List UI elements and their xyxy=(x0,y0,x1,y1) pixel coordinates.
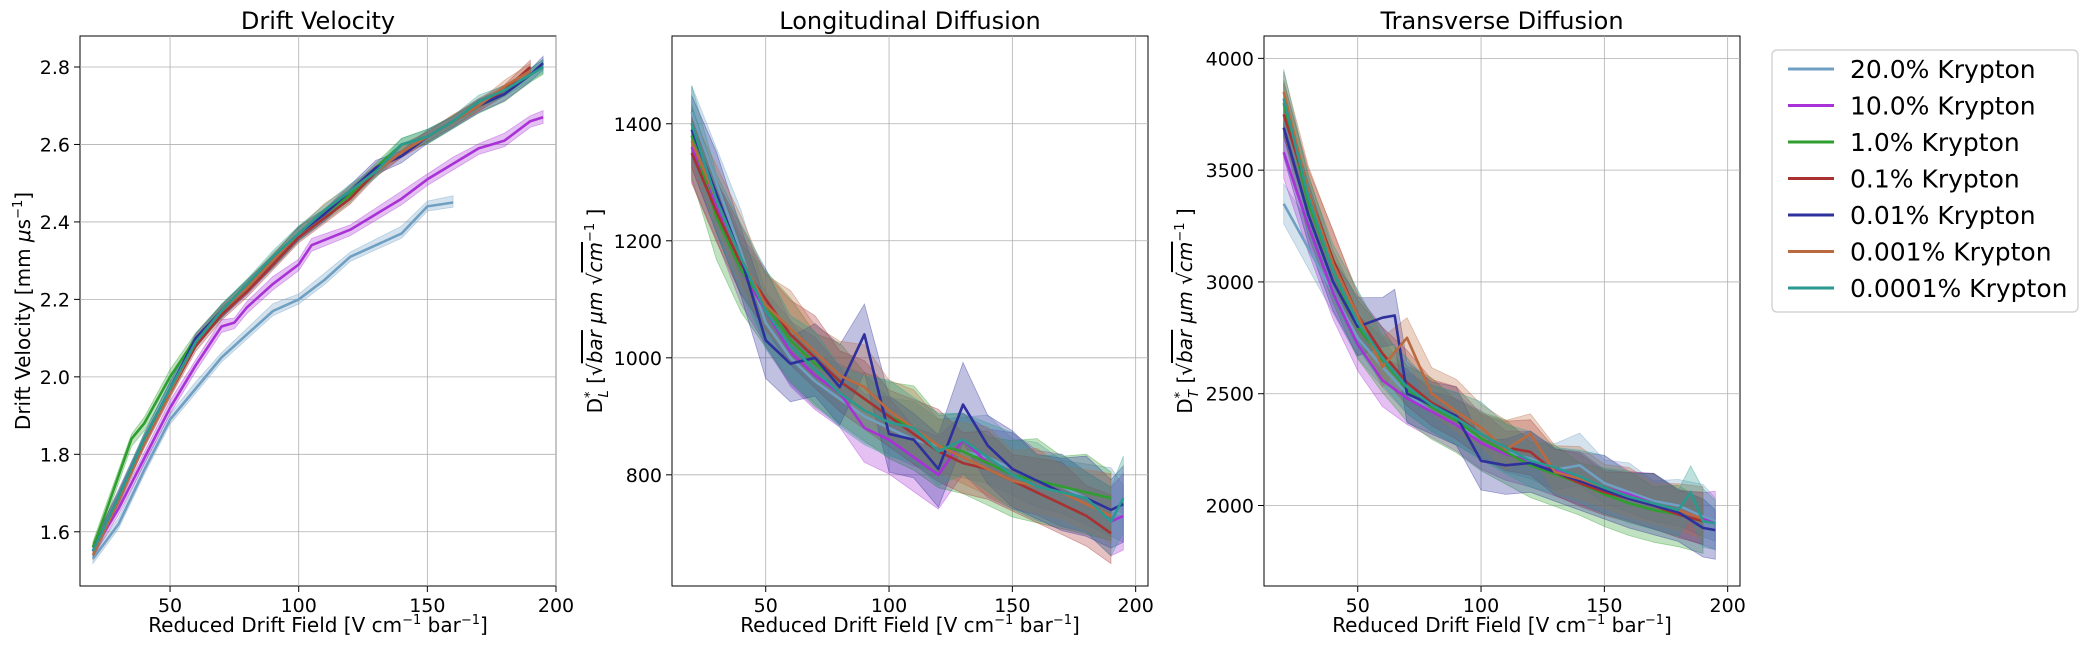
drift-velocity-band-10-0-krypton xyxy=(92,110,544,559)
legend-label: 0.0001% Krypton xyxy=(1850,274,2067,303)
drift-velocity-y-tick-label: 1.6 xyxy=(40,522,70,544)
transverse-diffusion-lines xyxy=(1282,91,1716,532)
transverse-diffusion-x-tick-label: 100 xyxy=(1463,595,1499,617)
drift-velocity-line-10-0-krypton xyxy=(91,116,544,552)
drift-velocity-x-tick-label: 150 xyxy=(409,595,445,617)
legend-label: 10.0% Krypton xyxy=(1850,92,2036,121)
drift-velocity-y-label: Drift Velocity [mm μs−1] xyxy=(11,192,35,430)
legend-entry: 20.0% Krypton xyxy=(1788,55,2036,84)
legend: 20.0% Krypton 10.0% Krypton 1.0% Krypton 0.… xyxy=(1771,49,2079,313)
longitudinal-diffusion-x-tick-label: 50 xyxy=(754,595,778,617)
transverse-diffusion-band-0-0001-krypton xyxy=(1283,69,1716,551)
longitudinal-diffusion-x-tick-label: 100 xyxy=(871,595,907,617)
transverse-diffusion-x-tick-label: 50 xyxy=(1346,595,1370,617)
drift-velocity-y-tick-label: 2.2 xyxy=(40,289,70,311)
drift-velocity-ticks: 50 100 150 200 1.6 1.8 2.0 2.2 2.4 2.6 2.8 xyxy=(40,57,574,617)
longitudinal-diffusion-x-label: Reduced Drift Field [V cm−1 bar−1] xyxy=(740,613,1080,637)
drift-velocity-y-tick-label: 2.8 xyxy=(40,57,70,79)
longitudinal-diffusion-ticks: 50 100 150 200 800 1000 1200 1400 xyxy=(614,114,1154,617)
legend-label: 0.001% Krypton xyxy=(1850,238,2052,267)
transverse-diffusion-y-label: D*T [√bar μm √cm−1 ] xyxy=(1173,208,1202,413)
transverse-diffusion-x-tick-label: 150 xyxy=(1586,595,1622,617)
drift-velocity-line-0-0001-krypton xyxy=(91,65,544,552)
transverse-diffusion-panel: 50 100 150 200 2000 2500 3000 3500 4000 Transver… xyxy=(1173,7,1746,637)
longitudinal-diffusion-y-tick-label: 1400 xyxy=(614,114,662,136)
drift-velocity-lines xyxy=(91,62,544,560)
longitudinal-diffusion-y-tick-label: 1000 xyxy=(614,348,662,370)
longitudinal-diffusion-title: Longitudinal Diffusion xyxy=(779,7,1040,35)
transverse-diffusion-y-tick-label: 3000 xyxy=(1206,272,1254,294)
transverse-diffusion-ticks: 50 100 150 200 2000 2500 3000 3500 4000 xyxy=(1206,48,1746,617)
drift-velocity-band-0-01-krypton xyxy=(92,55,544,559)
longitudinal-diffusion-y-label: D*L [√bar μm √cm−1 ] xyxy=(583,209,612,414)
drift-velocity-y-tick-label: 2.0 xyxy=(40,367,70,389)
drift-velocity-x-tick-label: 200 xyxy=(538,595,574,617)
longitudinal-diffusion-panel: 50 100 150 200 800 1000 1200 1400 Longitudinal … xyxy=(583,7,1154,637)
transverse-diffusion-band-0-1-krypton xyxy=(1283,81,1704,545)
longitudinal-diffusion-lines xyxy=(690,111,1125,535)
longitudinal-diffusion-grid xyxy=(672,36,1148,586)
longitudinal-diffusion-line-0-0001-krypton xyxy=(690,123,1125,523)
drift-velocity-y-tick-label: 2.6 xyxy=(40,134,70,156)
drift-velocity-y-tick-label: 2.4 xyxy=(40,212,70,234)
legend-items: 20.0% Krypton 10.0% Krypton 1.0% Krypton 0.… xyxy=(1788,55,2067,303)
transverse-diffusion-y-tick-label: 2000 xyxy=(1206,496,1254,518)
legend-label: 0.01% Krypton xyxy=(1850,201,2036,230)
legend-label: 20.0% Krypton xyxy=(1850,55,2036,84)
longitudinal-diffusion-y-tick-label: 1200 xyxy=(614,231,662,253)
legend-box xyxy=(1771,49,2079,313)
drift-velocity-x-label: Reduced Drift Field [V cm−1 bar−1] xyxy=(148,613,488,637)
longitudinal-diffusion-band-0-1-krypton xyxy=(691,110,1112,565)
longitudinal-diffusion-x-tick-label: 150 xyxy=(994,595,1030,617)
transverse-diffusion-title: Transverse Diffusion xyxy=(1379,7,1623,35)
legend-entry: 10.0% Krypton xyxy=(1788,92,2036,121)
longitudinal-diffusion-y-tick-label: 800 xyxy=(626,465,662,487)
legend-entry: 0.0001% Krypton xyxy=(1788,274,2067,303)
legend-entry: 0.01% Krypton xyxy=(1788,201,2036,230)
legend-label: 0.1% Krypton xyxy=(1850,165,2020,194)
drift-velocity-band-20-0-krypton xyxy=(92,195,454,565)
transverse-diffusion-y-tick-label: 3500 xyxy=(1206,160,1254,182)
legend-label: 1.0% Krypton xyxy=(1850,128,2020,157)
longitudinal-diffusion-band-0-01-krypton xyxy=(691,95,1124,549)
transverse-diffusion-x-tick-label: 200 xyxy=(1710,595,1746,617)
drift-velocity-line-20-0-krypton xyxy=(91,201,454,560)
drift-velocity-title: Drift Velocity xyxy=(241,7,395,35)
longitudinal-diffusion-x-tick-label: 200 xyxy=(1118,595,1154,617)
longitudinal-diffusion-band-10-0-krypton xyxy=(691,108,1124,557)
drift-velocity-band-1-0-krypton xyxy=(92,58,544,555)
transverse-diffusion-line-0-0001-krypton xyxy=(1282,98,1716,525)
drift-velocity-plot-area xyxy=(79,35,557,587)
drift-velocity-y-tick-label: 1.8 xyxy=(40,444,70,466)
transverse-diffusion-y-tick-label: 4000 xyxy=(1206,48,1254,70)
transverse-diffusion-y-tick-label: 2500 xyxy=(1206,384,1254,406)
legend-entry: 0.1% Krypton xyxy=(1788,165,2020,194)
transverse-diffusion-x-label: Reduced Drift Field [V cm−1 bar−1] xyxy=(1332,613,1672,637)
drift-velocity-x-tick-label: 100 xyxy=(281,595,317,617)
legend-entry: 0.001% Krypton xyxy=(1788,238,2052,267)
legend-entry: 1.0% Krypton xyxy=(1788,128,2020,157)
drift-velocity-x-tick-label: 50 xyxy=(158,595,182,617)
drift-velocity-panel: 50 100 150 200 1.6 1.8 2.0 2.2 2.4 2.6 2.8 Drift V… xyxy=(11,7,574,637)
